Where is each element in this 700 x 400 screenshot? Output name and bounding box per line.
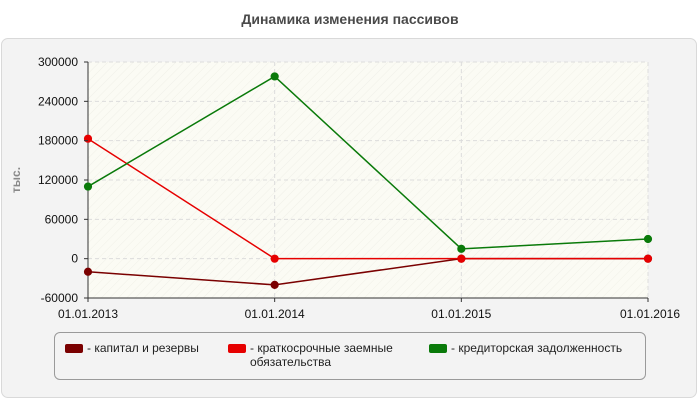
data-point-1	[457, 254, 466, 263]
series-line-2	[87, 75, 649, 250]
data-point-2	[270, 72, 279, 81]
legend-swatch-payables	[429, 344, 447, 353]
legend-swatch-capital	[65, 344, 83, 353]
y-tick-label: -60000	[41, 291, 79, 305]
x-tick-label: 01.01.2016	[620, 307, 680, 321]
data-point-2	[83, 182, 93, 191]
y-tick-label: 240000	[38, 94, 78, 108]
data-point-2	[457, 244, 466, 253]
legend-item-payables: - кредиторская задолженность	[429, 341, 644, 355]
y-tick-label: 120000	[38, 173, 78, 187]
x-tick-label: 01.01.2015	[431, 307, 491, 321]
y-tick-label: 180000	[38, 134, 78, 148]
x-tick-label: 01.01.2013	[58, 307, 118, 321]
legend-label: - капитал и резервы	[87, 341, 199, 355]
chart-title: Динамика изменения пассивов	[241, 11, 459, 27]
legend-swatch-short-term-loans	[228, 344, 246, 353]
y-axis-label: тыс.	[9, 167, 23, 193]
legend-label: - кредиторская задолженность	[451, 341, 623, 355]
legend: - капитал и резервы - краткосрочные заем…	[54, 332, 646, 380]
data-point-1	[643, 254, 653, 263]
y-tick-label: 60000	[45, 212, 79, 226]
x-tick-label: 01.01.2014	[245, 307, 305, 321]
legend-item-capital: - капитал и резервы	[65, 341, 215, 355]
data-point-2	[643, 234, 653, 244]
data-point-1	[270, 254, 279, 263]
series-line-1	[87, 138, 648, 260]
data-point-0	[83, 267, 93, 276]
data-point-1	[83, 134, 93, 143]
y-tick-label: 0	[71, 252, 78, 266]
legend-label: - краткосрочные заемные обязательства	[250, 341, 393, 369]
legend-item-short-term-loans: - краткосрочные заемные обязательства	[228, 341, 428, 369]
data-point-0	[270, 280, 279, 289]
y-tick-label: 300000	[38, 55, 78, 69]
